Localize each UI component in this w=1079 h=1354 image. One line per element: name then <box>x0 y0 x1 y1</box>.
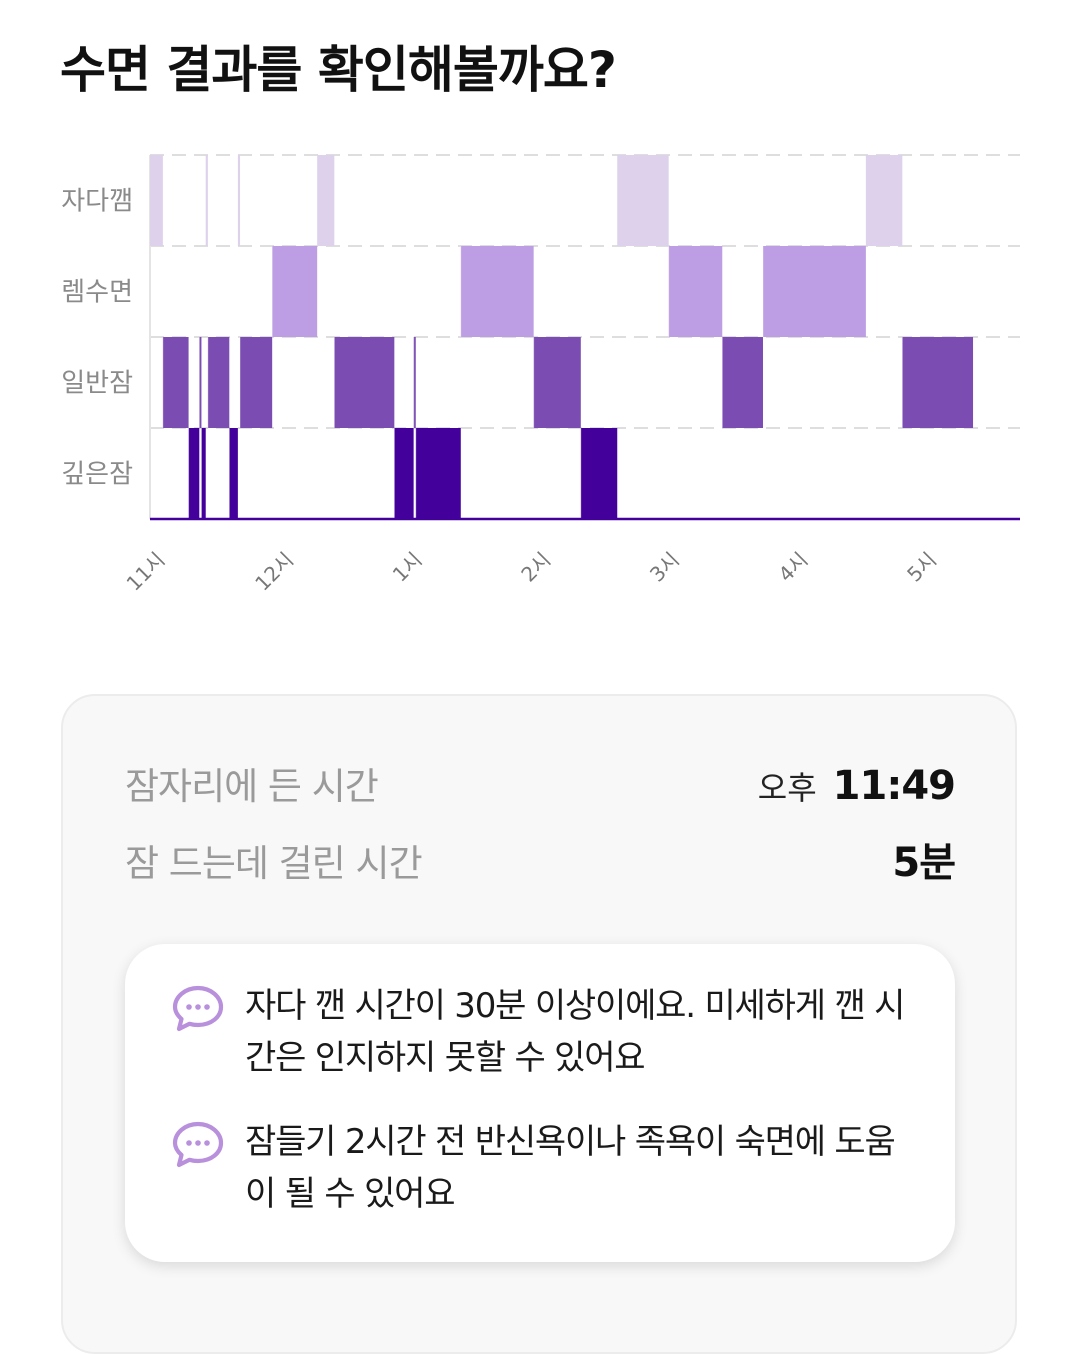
stage-segment <box>865 155 903 246</box>
x-tick-label: 3시 <box>645 548 684 587</box>
stage-segment <box>237 155 241 246</box>
sleep-summary-card: 잠자리에 든 시간 오후 11:49 잠 드는데 걸린 시간 5분 자다 깬 시… <box>61 694 1017 1354</box>
chat-bubble-icon <box>172 1121 224 1168</box>
stage-segment <box>240 337 273 428</box>
x-tick-label: 2시 <box>516 548 555 587</box>
stage-segment <box>199 337 202 428</box>
tip-text: 자다 깬 시간이 30분 이상이에요. 미세하게 깬 시간은 인지하지 못할 수… <box>245 986 905 1078</box>
stage-label: 일반잠 <box>61 369 133 399</box>
stage-segment <box>201 428 206 519</box>
stage-segment <box>162 337 189 428</box>
x-tick-label: 5시 <box>902 548 941 587</box>
stage-segment <box>762 246 866 337</box>
tip-text: 잠들기 2시간 전 반신욕이나 족욕이 숙면에 도움이 될 수 있어요 <box>245 1122 896 1214</box>
bedtime-value: 11:49 <box>832 763 956 809</box>
x-tick-label: 12시 <box>250 548 298 596</box>
stage-segment <box>188 428 200 519</box>
stage-label: 자다깸 <box>61 187 133 217</box>
stage-segment <box>722 337 763 428</box>
tip-item: 잠들기 2시간 전 반신욕이나 족욕이 숙면에 도움이 될 수 있어요 <box>171 1121 915 1220</box>
stage-segment <box>272 246 318 337</box>
x-tick-label: 11시 <box>122 548 170 596</box>
bedtime-prefix: 오후 <box>757 769 817 807</box>
latency-row: 잠 드는데 걸린 시간 5분 <box>125 830 956 888</box>
stage-segment <box>415 428 461 519</box>
stage-segment <box>150 155 163 246</box>
tip-item: 자다 깬 시간이 30분 이상이에요. 미세하게 깬 시간은 인지하지 못할 수… <box>171 985 915 1084</box>
stage-label: 깊은잠 <box>61 460 133 490</box>
stage-segment <box>317 155 335 246</box>
stage-segment <box>902 337 974 428</box>
stage-segment <box>668 246 723 337</box>
stage-segment <box>460 246 534 337</box>
stage-segment <box>207 337 230 428</box>
stage-segment <box>394 428 414 519</box>
stage-label: 렘수면 <box>61 278 133 308</box>
latency-value-group: 5분 <box>892 830 956 888</box>
bedtime-row: 잠자리에 든 시간 오후 11:49 <box>125 756 956 810</box>
latency-label: 잠 드는데 걸린 시간 <box>125 842 423 885</box>
x-tick-label: 4시 <box>774 548 813 587</box>
x-tick-label: 1시 <box>388 548 427 587</box>
page-title: 수면 결과를 확인해볼까요? <box>60 41 617 99</box>
stage-segment <box>229 428 238 519</box>
stage-segment <box>580 428 618 519</box>
bedtime-label: 잠자리에 든 시간 <box>125 765 379 808</box>
stage-segment <box>334 337 395 428</box>
chat-bubble-icon <box>172 985 224 1032</box>
tips-box: 자다 깬 시간이 30분 이상이에요. 미세하게 깬 시간은 인지하지 못할 수… <box>125 944 955 1262</box>
stage-segment <box>205 155 208 246</box>
bedtime-value-group: 오후 11:49 <box>757 763 956 809</box>
stage-segment <box>617 155 669 246</box>
latency-value: 5분 <box>892 840 956 886</box>
stage-segment <box>413 337 416 428</box>
stage-segment <box>533 337 581 428</box>
